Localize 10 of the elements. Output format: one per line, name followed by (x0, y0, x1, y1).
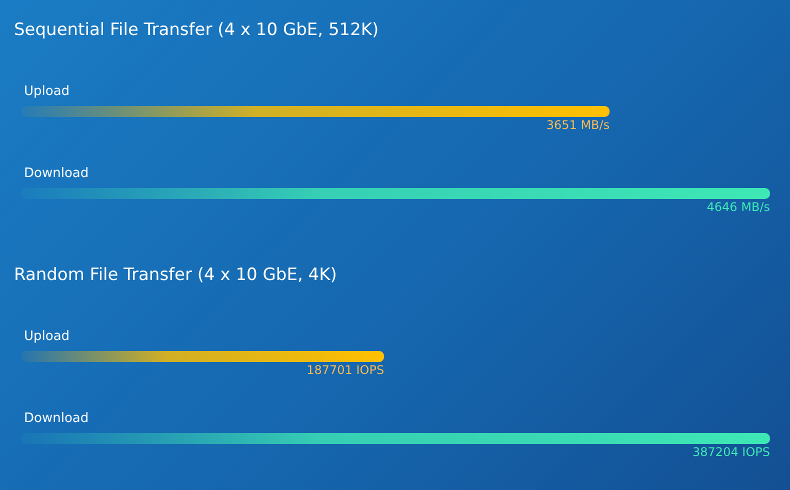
y-tick-label: Upload (24, 84, 70, 99)
data-label: 387204 IOPS (692, 445, 770, 459)
data-label: 3651 MB/s (546, 118, 610, 132)
data-label: 4646 MB/s (706, 200, 770, 214)
chart-title: Random File Transfer (4 x 10 GbE, 4K) (13, 264, 338, 287)
y-tick-label: Download (24, 166, 89, 181)
y-tick-label: Download (24, 411, 89, 426)
chart-title: Sequential File Transfer (4 x 10 GbE, 512K) (13, 19, 380, 42)
data-label: 187701 IOPS (306, 363, 384, 377)
y-tick-label: Upload (24, 329, 70, 344)
